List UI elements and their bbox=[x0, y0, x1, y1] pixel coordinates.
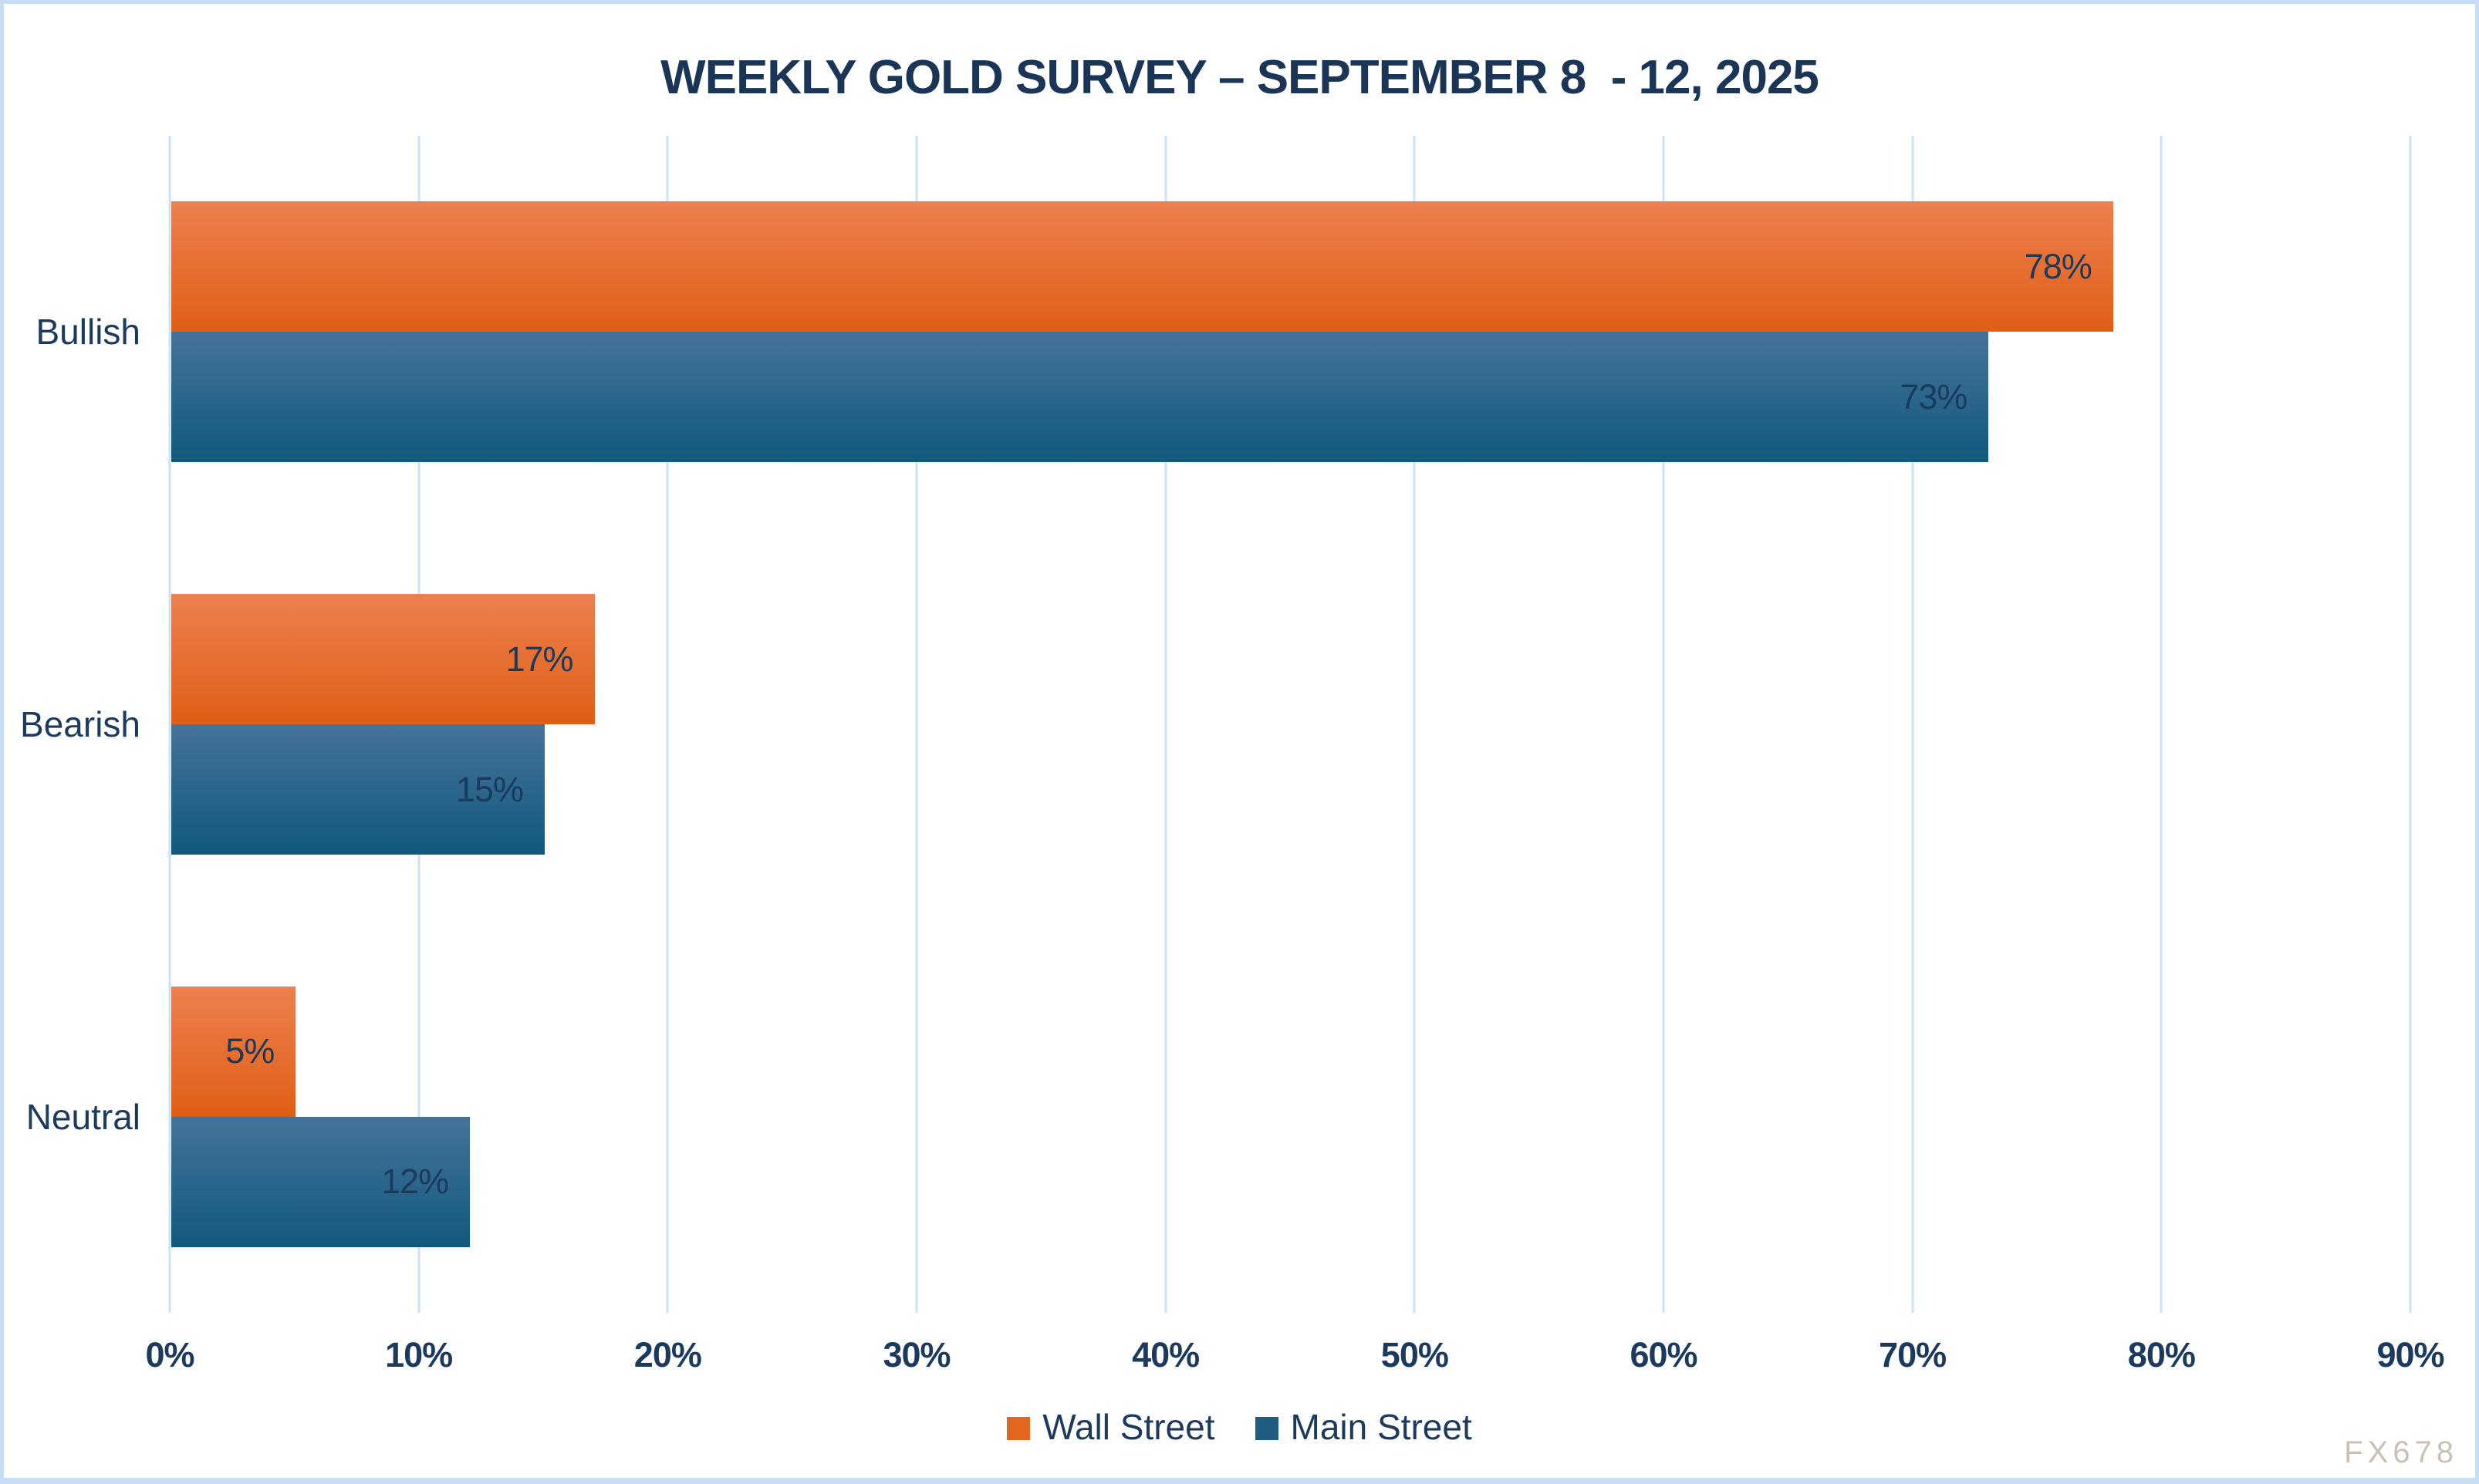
bar-value-label: 78% bbox=[2024, 246, 2092, 286]
bar-value-label: 73% bbox=[1900, 376, 1967, 417]
bar-value-label: 5% bbox=[225, 1031, 275, 1071]
gridline bbox=[2409, 136, 2412, 1313]
x-axis-tick-label: 30% bbox=[883, 1335, 951, 1374]
wall-street-bar-neutral: 5% bbox=[171, 986, 296, 1117]
watermark: FX678 bbox=[2344, 1435, 2458, 1469]
legend-label: Wall Street bbox=[1042, 1407, 1215, 1447]
x-axis-tick-label: 40% bbox=[1132, 1335, 1200, 1374]
legend-swatch bbox=[1007, 1417, 1031, 1440]
x-axis-tick-label: 80% bbox=[2127, 1335, 2196, 1374]
legend-label: Main Street bbox=[1290, 1407, 1472, 1447]
gridline bbox=[2160, 136, 2163, 1313]
wall-street-bar-bearish: 17% bbox=[171, 594, 595, 724]
gridline bbox=[1164, 136, 1167, 1313]
bar-value-label: 15% bbox=[455, 769, 524, 809]
main-street-bar-bearish: 15% bbox=[171, 724, 545, 855]
legend: Wall Street Main Street bbox=[4, 1406, 2475, 1448]
legend-item-wall-street: Wall Street bbox=[1007, 1406, 1215, 1448]
chart-title: WEEKLY GOLD SURVEY – SEPTEMBER 8 - 12, 2… bbox=[660, 51, 1819, 104]
gridline bbox=[666, 136, 669, 1313]
x-axis-tick-label: 70% bbox=[1879, 1335, 1947, 1374]
plot-area: 78% 73% 17% 15% 5% 12% bbox=[168, 136, 2412, 1313]
legend-swatch bbox=[1255, 1417, 1278, 1440]
x-axis-tick-label: 10% bbox=[385, 1335, 453, 1374]
bar-value-label: 17% bbox=[505, 639, 573, 679]
category-label-neutral: Neutral bbox=[25, 1096, 140, 1137]
category-label-bullish: Bullish bbox=[35, 312, 140, 352]
main-street-bar-bullish: 73% bbox=[171, 332, 1989, 463]
x-axis: 0% 10% 20% 30% 40% 50% 60% 70% 80% 90% bbox=[145, 1335, 2444, 1385]
main-street-bar-neutral: 12% bbox=[171, 1116, 471, 1247]
bar-value-label: 12% bbox=[381, 1162, 449, 1202]
category-label-bearish: Bearish bbox=[20, 704, 140, 744]
gridline bbox=[1911, 136, 1914, 1313]
legend-item-main-street: Main Street bbox=[1255, 1406, 1472, 1448]
gridline bbox=[1413, 136, 1416, 1313]
gridline bbox=[915, 136, 918, 1313]
x-axis-tick-label: 50% bbox=[1380, 1335, 1449, 1374]
wall-street-bar-bullish: 78% bbox=[171, 201, 2113, 332]
x-axis-tick-label: 90% bbox=[2376, 1335, 2444, 1374]
gridline bbox=[1662, 136, 1665, 1313]
x-axis-tick-label: 0% bbox=[145, 1335, 194, 1374]
x-axis-tick-label: 20% bbox=[633, 1335, 702, 1374]
x-axis-tick-label: 60% bbox=[1630, 1335, 1697, 1374]
gridline bbox=[168, 136, 171, 1313]
